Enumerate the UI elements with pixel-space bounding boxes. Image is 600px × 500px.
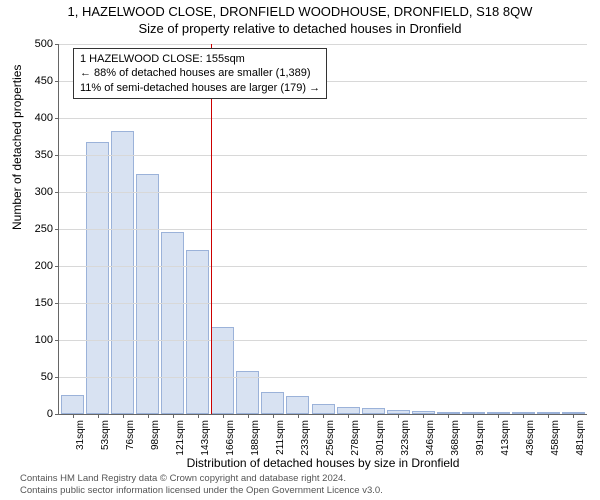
xtick-label: 458sqm bbox=[548, 420, 561, 456]
histogram-bar bbox=[261, 392, 284, 414]
xtick-mark bbox=[248, 414, 249, 418]
xtick-mark bbox=[73, 414, 74, 418]
xtick-mark bbox=[523, 414, 524, 418]
histogram-bar bbox=[312, 404, 335, 414]
xtick-mark bbox=[198, 414, 199, 418]
xtick-label: 166sqm bbox=[223, 420, 236, 456]
gridline bbox=[59, 192, 587, 193]
footer-line-1: Contains HM Land Registry data © Crown c… bbox=[20, 473, 383, 484]
xtick-mark bbox=[498, 414, 499, 418]
histogram-bar bbox=[286, 396, 309, 414]
xtick-label: 368sqm bbox=[448, 420, 461, 456]
ytick-label: 350 bbox=[35, 149, 59, 161]
xtick-label: 346sqm bbox=[423, 420, 436, 456]
ytick-label: 450 bbox=[35, 75, 59, 87]
ytick-label: 250 bbox=[35, 223, 59, 235]
histogram-bar bbox=[61, 395, 84, 414]
xtick-label: 481sqm bbox=[573, 420, 586, 456]
annotation-line: 1 HAZELWOOD CLOSE: 155sqm bbox=[80, 52, 320, 66]
xtick-label: 53sqm bbox=[98, 420, 111, 450]
xtick-label: 31sqm bbox=[73, 420, 86, 450]
xtick-label: 143sqm bbox=[198, 420, 211, 456]
attribution-footer: Contains HM Land Registry data © Crown c… bbox=[20, 473, 383, 496]
xtick-mark bbox=[473, 414, 474, 418]
gridline bbox=[59, 229, 587, 230]
histogram-bar bbox=[337, 407, 360, 414]
histogram-bar bbox=[186, 250, 209, 414]
xtick-label: 233sqm bbox=[298, 420, 311, 456]
ytick-label: 0 bbox=[47, 408, 59, 420]
ytick-label: 500 bbox=[35, 38, 59, 50]
chart-container: 1, HAZELWOOD CLOSE, DRONFIELD WOODHOUSE,… bbox=[0, 0, 600, 500]
gridline bbox=[59, 340, 587, 341]
xtick-label: 323sqm bbox=[398, 420, 411, 456]
x-axis-label: Distribution of detached houses by size … bbox=[59, 456, 587, 470]
xtick-label: 211sqm bbox=[273, 420, 286, 455]
xtick-label: 413sqm bbox=[498, 420, 511, 456]
histogram-bar bbox=[111, 131, 134, 414]
xtick-label: 391sqm bbox=[473, 420, 486, 456]
gridline bbox=[59, 44, 587, 45]
xtick-mark bbox=[273, 414, 274, 418]
annotation-line: ← 88% of detached houses are smaller (1,… bbox=[80, 66, 320, 80]
gridline bbox=[59, 118, 587, 119]
xtick-label: 76sqm bbox=[123, 420, 136, 450]
ytick-label: 150 bbox=[35, 297, 59, 309]
xtick-mark bbox=[173, 414, 174, 418]
xtick-mark bbox=[223, 414, 224, 418]
histogram-bar bbox=[86, 142, 109, 414]
histogram-bar bbox=[136, 174, 159, 414]
plot-area: Distribution of detached houses by size … bbox=[58, 44, 587, 415]
xtick-label: 436sqm bbox=[523, 420, 536, 456]
ytick-label: 400 bbox=[35, 112, 59, 124]
gridline bbox=[59, 155, 587, 156]
gridline bbox=[59, 377, 587, 378]
xtick-mark bbox=[573, 414, 574, 418]
xtick-label: 278sqm bbox=[348, 420, 361, 456]
xtick-mark bbox=[348, 414, 349, 418]
xtick-mark bbox=[298, 414, 299, 418]
ytick-label: 200 bbox=[35, 260, 59, 272]
xtick-mark bbox=[148, 414, 149, 418]
xtick-mark bbox=[398, 414, 399, 418]
xtick-label: 98sqm bbox=[148, 420, 161, 450]
xtick-mark bbox=[423, 414, 424, 418]
gridline bbox=[59, 303, 587, 304]
xtick-mark bbox=[123, 414, 124, 418]
chart-subtitle: Size of property relative to detached ho… bbox=[0, 19, 600, 36]
gridline bbox=[59, 266, 587, 267]
ytick-label: 100 bbox=[35, 334, 59, 346]
xtick-label: 121sqm bbox=[173, 420, 186, 456]
chart-title-address: 1, HAZELWOOD CLOSE, DRONFIELD WOODHOUSE,… bbox=[0, 0, 600, 19]
xtick-mark bbox=[323, 414, 324, 418]
annotation-box: 1 HAZELWOOD CLOSE: 155sqm← 88% of detach… bbox=[73, 48, 327, 99]
xtick-label: 301sqm bbox=[373, 420, 386, 456]
xtick-mark bbox=[373, 414, 374, 418]
xtick-mark bbox=[548, 414, 549, 418]
footer-line-2: Contains public sector information licen… bbox=[20, 485, 383, 496]
annotation-line: 11% of semi-detached houses are larger (… bbox=[80, 81, 320, 95]
ytick-label: 300 bbox=[35, 186, 59, 198]
reference-line bbox=[211, 44, 212, 414]
xtick-label: 188sqm bbox=[248, 420, 261, 456]
xtick-mark bbox=[448, 414, 449, 418]
y-axis-label: Number of detached properties bbox=[10, 65, 24, 230]
ytick-label: 50 bbox=[41, 371, 59, 383]
xtick-label: 256sqm bbox=[323, 420, 336, 456]
xtick-mark bbox=[98, 414, 99, 418]
histogram-bar bbox=[161, 232, 184, 414]
